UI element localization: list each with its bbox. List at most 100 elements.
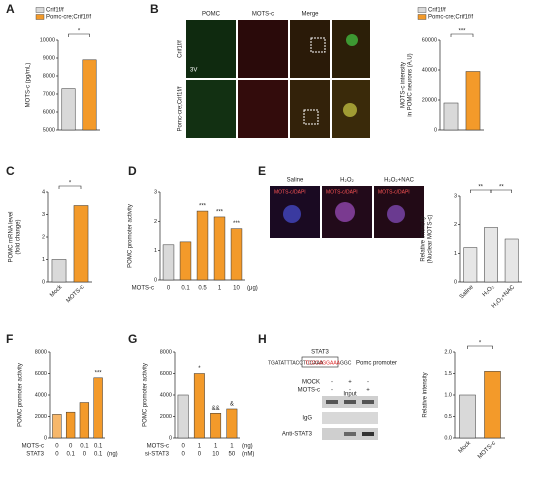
row-value: 0.1	[94, 452, 103, 458]
panel-letter: D	[128, 164, 137, 178]
row-value: 0.1	[66, 452, 75, 458]
x-tick-label: Mock	[458, 440, 473, 455]
row-value: 0.5	[198, 286, 207, 292]
stain-label: MOTS-c/DAPI	[378, 189, 410, 195]
bar-label: ***	[95, 370, 103, 376]
legend-label: Pomc-cre;Crif1f/f	[46, 15, 91, 21]
column-label: POMC	[202, 12, 221, 18]
row-label: MOTS-c	[132, 286, 154, 292]
y-tick-label: 5000	[43, 127, 55, 133]
y-tick-label: 7000	[43, 91, 55, 97]
y-tick-label: 3	[454, 193, 457, 199]
bar-label: *	[198, 366, 201, 372]
row-value: 0	[181, 444, 185, 450]
significance-label: ***	[458, 29, 466, 35]
bar	[193, 373, 205, 439]
binding-box	[301, 356, 339, 368]
y-axis-label: POMC promoter activity	[143, 363, 149, 427]
row-value: 10	[212, 452, 219, 458]
row-unit: (ng)	[242, 444, 253, 450]
significance-bracket	[450, 33, 474, 37]
bar	[465, 71, 481, 131]
y-tick-label: 1.5	[444, 371, 452, 377]
row-value: 1	[218, 286, 222, 292]
bar	[196, 210, 209, 281]
bar	[73, 205, 89, 283]
y-axis-label: MOTS-c (pg/mL)	[26, 63, 32, 108]
protein-label: STAT3	[311, 350, 329, 356]
region-label: 3V	[190, 68, 197, 74]
y-tick-label: 0	[169, 435, 172, 441]
significance-label: *	[479, 341, 482, 347]
bar	[230, 228, 243, 281]
significance-bracket	[467, 345, 493, 349]
panel-letter: E	[258, 164, 266, 178]
y-tick-label: 3	[154, 189, 157, 195]
bar	[213, 216, 226, 281]
condition-label: MOCK	[302, 380, 320, 386]
row-value: 0	[55, 452, 59, 458]
row-unit: (nM)	[242, 452, 254, 458]
y-tick-label: 6000	[43, 109, 55, 115]
column-label: Saline	[287, 178, 304, 184]
target-label: Pomc promoter	[356, 361, 397, 367]
bar-label: ***	[233, 221, 241, 227]
y-tick-label: 8000	[43, 73, 55, 79]
y-tick-label: 10000	[40, 37, 55, 43]
y-tick-label: 4000	[160, 392, 172, 398]
bar	[61, 88, 76, 131]
significance-bracket	[58, 185, 82, 189]
x-tick-label: H₂O₂	[482, 284, 496, 298]
image-grid-b	[186, 20, 370, 138]
sequence-site: TCCCAGGAAA	[305, 360, 341, 366]
y-tick-label: 9000	[43, 55, 55, 61]
row-label: si-STAT3	[145, 452, 170, 458]
panel-letter: B	[150, 2, 159, 16]
y-tick-label: 2	[42, 234, 45, 240]
y-tick-label: 3	[42, 212, 45, 218]
y-tick-label: 0.0	[444, 435, 452, 441]
row-value: 1	[230, 444, 234, 450]
sequence: GGC	[340, 360, 352, 366]
y-tick-label: 1	[454, 251, 457, 257]
y-tick-label: 2000	[35, 414, 47, 420]
panel-letter: G	[128, 332, 137, 346]
y-tick-label: 0	[154, 277, 157, 283]
legend-swatch	[417, 14, 427, 20]
legend-label: Pomc-cre;Crif1f/f	[428, 15, 473, 21]
row-value: 1	[198, 444, 202, 450]
row-value: 0.1	[181, 286, 190, 292]
condition-sign: +	[366, 388, 370, 394]
row-value: 0	[69, 444, 73, 450]
row-unit: (ng)	[107, 452, 118, 458]
bar	[484, 371, 501, 439]
y-tick-label: 40000	[422, 67, 437, 73]
significance-bracket	[68, 33, 90, 37]
bar	[210, 413, 222, 439]
bar	[504, 238, 519, 283]
condition-sign: +	[348, 380, 352, 386]
column-label: H₂O₂	[340, 178, 354, 184]
bar	[82, 59, 97, 131]
y-axis-label: POMC mRNA level	[9, 211, 15, 262]
row-label: MOTS-c	[147, 444, 169, 450]
image-row-e	[270, 186, 424, 238]
row-value: 0	[55, 444, 59, 450]
stain-label: MOTS-c/DAPI	[274, 189, 306, 195]
row-value: 0.1	[94, 444, 103, 450]
row-value: 0	[167, 286, 171, 292]
bar-label: ***	[199, 204, 207, 210]
panel-letter: F	[6, 332, 13, 346]
bar	[93, 377, 103, 439]
y-axis-label: POMC promoter activity	[128, 204, 134, 268]
row-label: MOTS-c	[22, 444, 44, 450]
row-unit: (μg)	[247, 286, 258, 292]
bar-label: &	[230, 402, 234, 408]
y-axis-label: Relative intensity	[421, 216, 427, 261]
y-tick-label: 6000	[35, 371, 47, 377]
condition-sign: -	[331, 388, 333, 394]
y-tick-label: 1	[42, 257, 45, 263]
column-label: H₂O₂+NAC	[384, 178, 414, 184]
lane-label: Anti-STAT3	[282, 432, 313, 438]
y-tick-label: 60000	[422, 37, 437, 43]
